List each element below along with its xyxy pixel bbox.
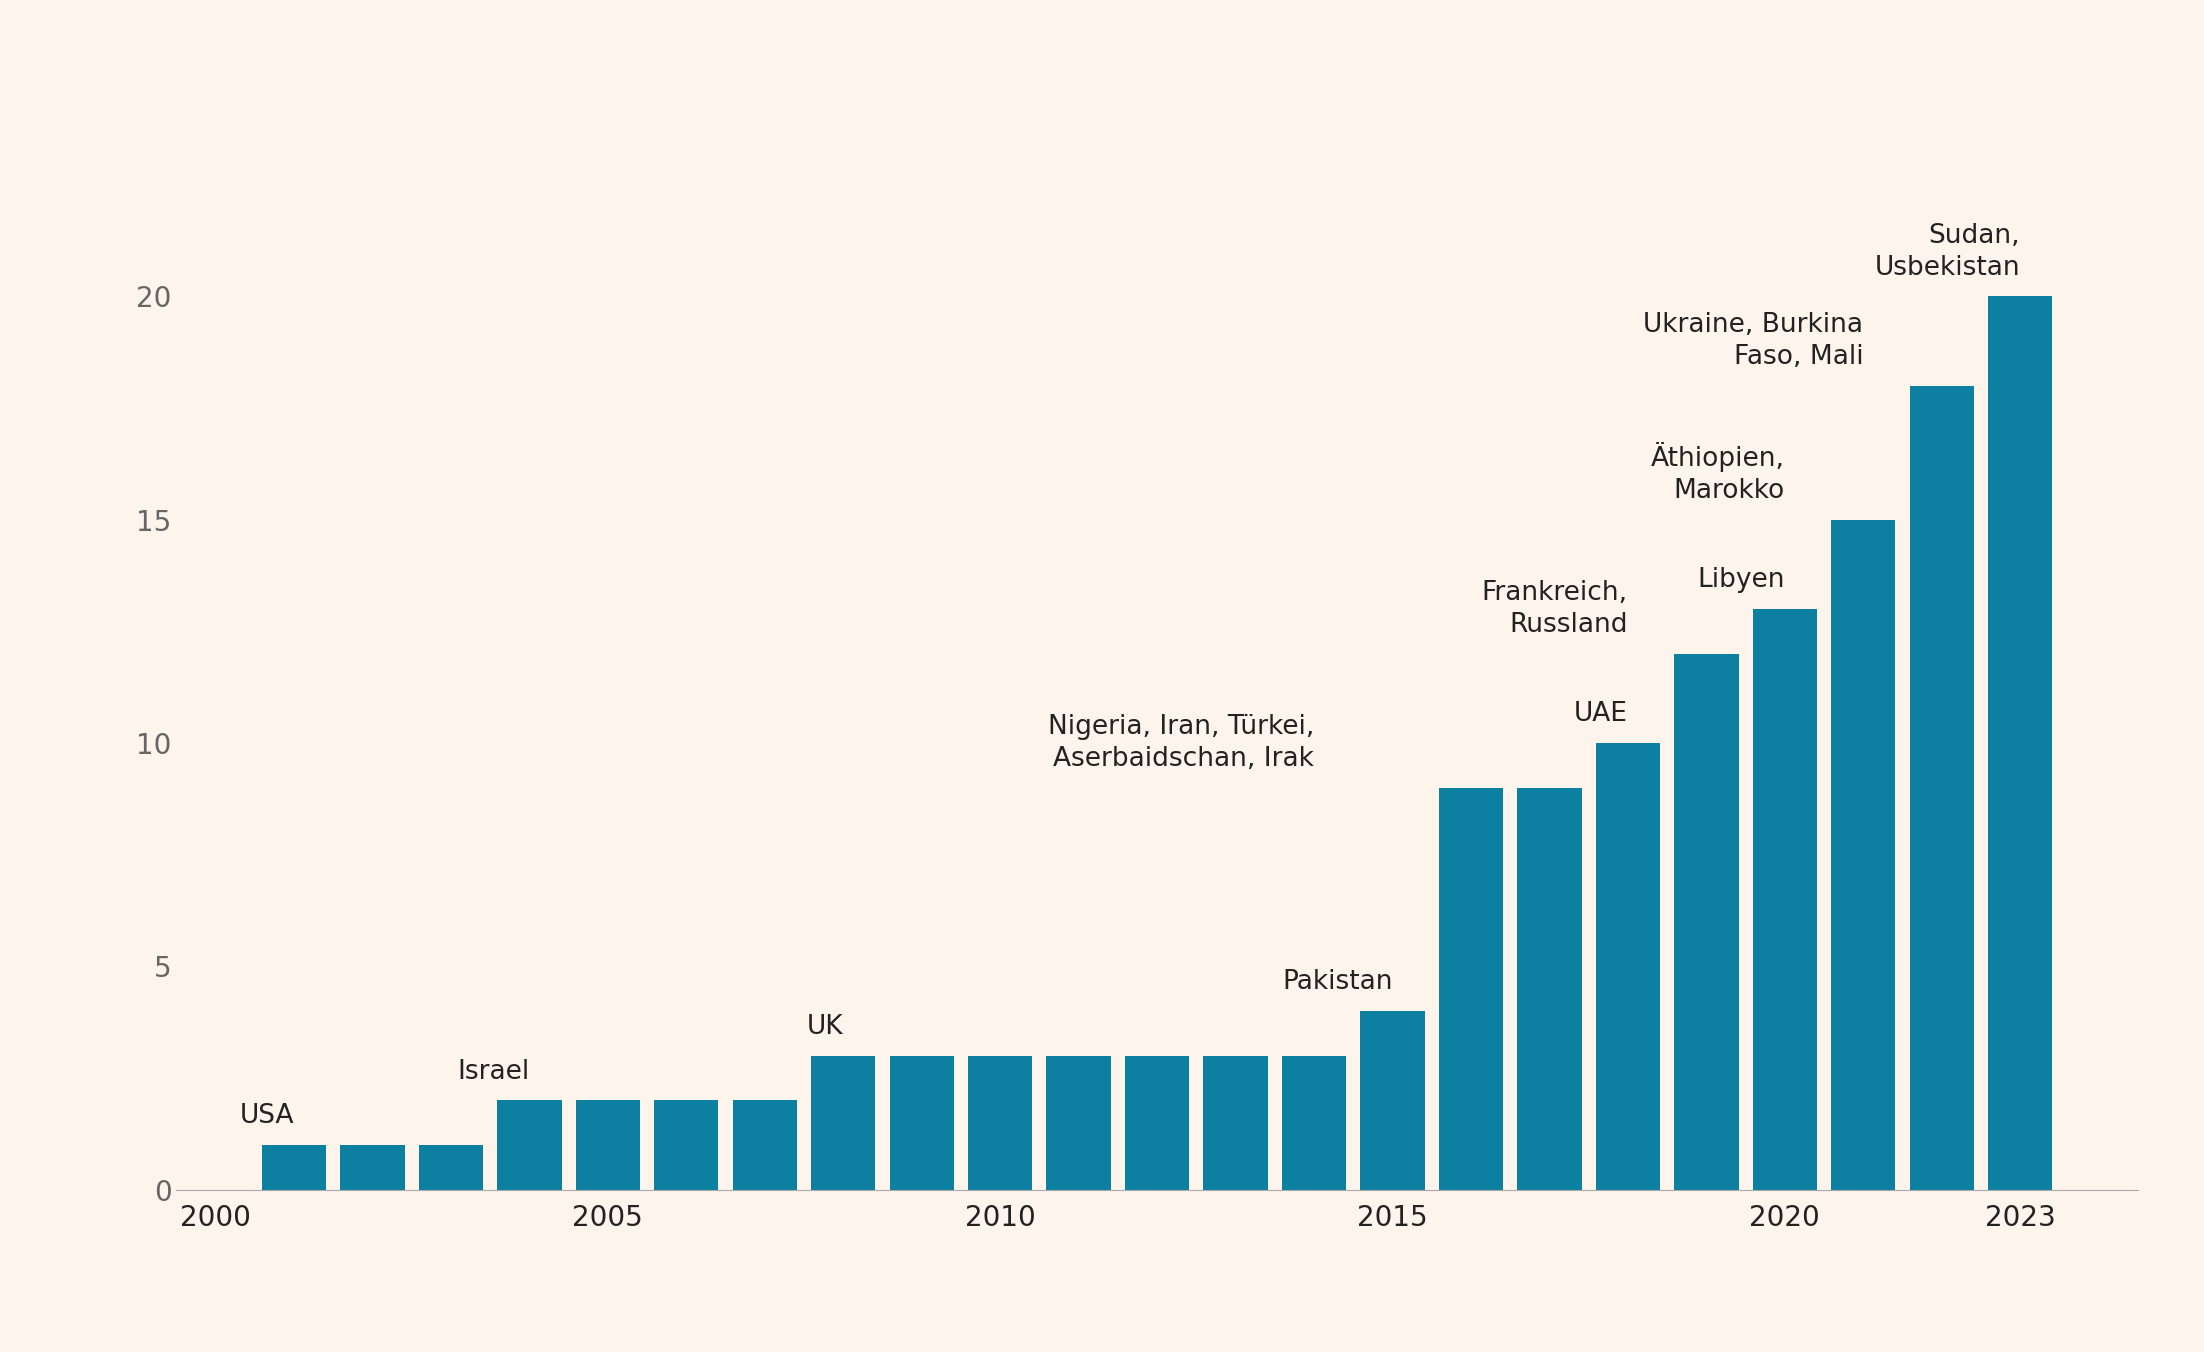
- Bar: [811, 1056, 875, 1190]
- Bar: [968, 1056, 1031, 1190]
- Bar: [575, 1101, 639, 1190]
- Bar: [1596, 744, 1660, 1190]
- Bar: [1203, 1056, 1267, 1190]
- Text: Ukraine, Burkina
Faso, Mali: Ukraine, Burkina Faso, Mali: [1644, 312, 1862, 370]
- Text: Libyen: Libyen: [1697, 568, 1785, 594]
- Bar: [1360, 1011, 1424, 1190]
- Bar: [655, 1101, 719, 1190]
- Bar: [1439, 788, 1503, 1190]
- Text: Israel: Israel: [456, 1059, 529, 1084]
- Bar: [1988, 296, 2052, 1190]
- Bar: [1516, 788, 1582, 1190]
- Bar: [732, 1101, 798, 1190]
- Text: Frankreich,
Russland: Frankreich, Russland: [1481, 580, 1629, 638]
- Bar: [339, 1145, 406, 1190]
- Text: USA: USA: [240, 1103, 293, 1129]
- Bar: [419, 1145, 483, 1190]
- Bar: [1752, 608, 1816, 1190]
- Bar: [1283, 1056, 1347, 1190]
- Text: Äthiopien,
Marokko: Äthiopien, Marokko: [1651, 442, 1785, 504]
- Bar: [1832, 519, 1895, 1190]
- Text: UAE: UAE: [1574, 702, 1629, 727]
- Bar: [1124, 1056, 1190, 1190]
- Bar: [1675, 653, 1739, 1190]
- Bar: [262, 1145, 326, 1190]
- Text: Nigeria, Iran, Türkei,
Aserbaidschan, Irak: Nigeria, Iran, Türkei, Aserbaidschan, Ir…: [1047, 714, 1314, 772]
- Bar: [1909, 385, 1975, 1190]
- Bar: [1047, 1056, 1111, 1190]
- Text: Sudan,
Usbekistan: Sudan, Usbekistan: [1876, 223, 2021, 281]
- Text: Pakistan: Pakistan: [1283, 969, 1393, 995]
- Bar: [498, 1101, 562, 1190]
- Bar: [890, 1056, 954, 1190]
- Text: UK: UK: [807, 1014, 844, 1040]
